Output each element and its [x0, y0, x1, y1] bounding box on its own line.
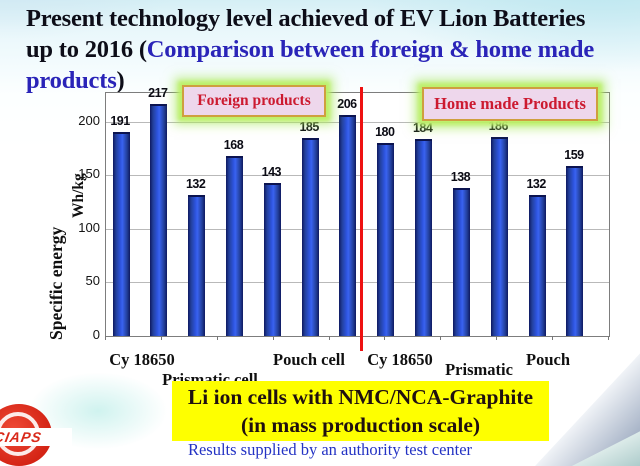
bar-chart-plot-area: [105, 92, 610, 337]
bar-value-label: 180: [375, 125, 395, 140]
title-line2-suffix: ): [116, 67, 125, 94]
gridline: [106, 175, 609, 177]
bar: [415, 139, 433, 336]
logo-text: CIAPS: [0, 429, 44, 445]
callout-line1: Li ion cells with NMC/NCA-Graphite: [187, 385, 534, 409]
bar-value-label: 186: [488, 118, 509, 133]
y-tick-label: 200: [78, 112, 100, 128]
bar-value-label: 217: [148, 85, 168, 100]
slide-title: Present technology level achieved of EV …: [26, 3, 638, 96]
bar: [150, 103, 168, 336]
x-tick: [608, 336, 609, 340]
bar: [225, 156, 243, 336]
bar: [528, 194, 546, 336]
home-made-products-label: Home made Products: [422, 87, 598, 121]
callout-box: Li ion cells with NMC/NCA-Graphite (in m…: [172, 381, 549, 441]
bar-value-label: 191: [110, 113, 130, 128]
x-tick: [216, 336, 218, 340]
bar: [188, 194, 206, 336]
callout-line2: (in mass production scale): [240, 413, 481, 437]
y-tick-label: 50: [85, 273, 100, 289]
bar-value-label: 184: [412, 121, 433, 136]
ciaps-logo: CIAPS: [0, 402, 72, 466]
x-axis-group-label: Cy 18650: [109, 350, 175, 369]
foreign-products-label: Foreign products: [182, 85, 326, 117]
x-tick: [272, 336, 274, 340]
bar-value-label: 138: [450, 170, 471, 185]
x-tick: [328, 336, 330, 340]
x-axis-group-label: Pouch: [525, 350, 571, 369]
y-tick-label: 0: [92, 327, 100, 342]
x-tick: [105, 336, 106, 340]
bar-value-label: 159: [564, 147, 584, 162]
bar: [490, 136, 508, 336]
x-tick: [552, 336, 554, 340]
logo-band: [0, 428, 72, 446]
y-tick-label: 150: [78, 166, 100, 182]
title-line2-highlight: Comparison between foreign & home made p…: [26, 36, 594, 94]
x-tick: [384, 336, 386, 340]
bar: [339, 115, 357, 336]
bar-value-label: 206: [337, 97, 357, 112]
gridline: [106, 228, 609, 230]
title-line1: Present technology level achieved of EV …: [26, 5, 586, 32]
x-tick: [496, 336, 498, 340]
bar-value-label: 168: [223, 138, 244, 153]
footer-note: Results supplied by an authority test ce…: [187, 440, 473, 459]
gridline: [106, 282, 609, 284]
bar: [377, 143, 395, 336]
bar: [566, 165, 584, 336]
bar-value-label: 185: [299, 119, 319, 134]
bar-value-label: 143: [261, 164, 282, 179]
title-line2-prefix: up to 2016 (: [26, 36, 147, 63]
x-tick: [160, 336, 162, 340]
y-axis-title: Specific energy: [46, 226, 66, 340]
bar: [112, 131, 130, 336]
y-tick-label: 100: [78, 219, 100, 235]
x-axis-group-label: Pouch cell: [273, 350, 345, 369]
bar: [263, 182, 281, 336]
x-tick: [440, 336, 442, 340]
bar-value-label: 132: [526, 176, 546, 191]
gridline: [106, 121, 609, 123]
bar-value-label: 132: [185, 176, 206, 191]
bar: [301, 137, 319, 336]
bar: [452, 188, 470, 336]
x-axis-group-label: Cy 18650: [367, 350, 433, 369]
separator-line: [360, 87, 363, 351]
x-axis-group-label: Prismatic: [445, 360, 513, 379]
y-axis-unit: Wh/kg: [70, 173, 87, 218]
